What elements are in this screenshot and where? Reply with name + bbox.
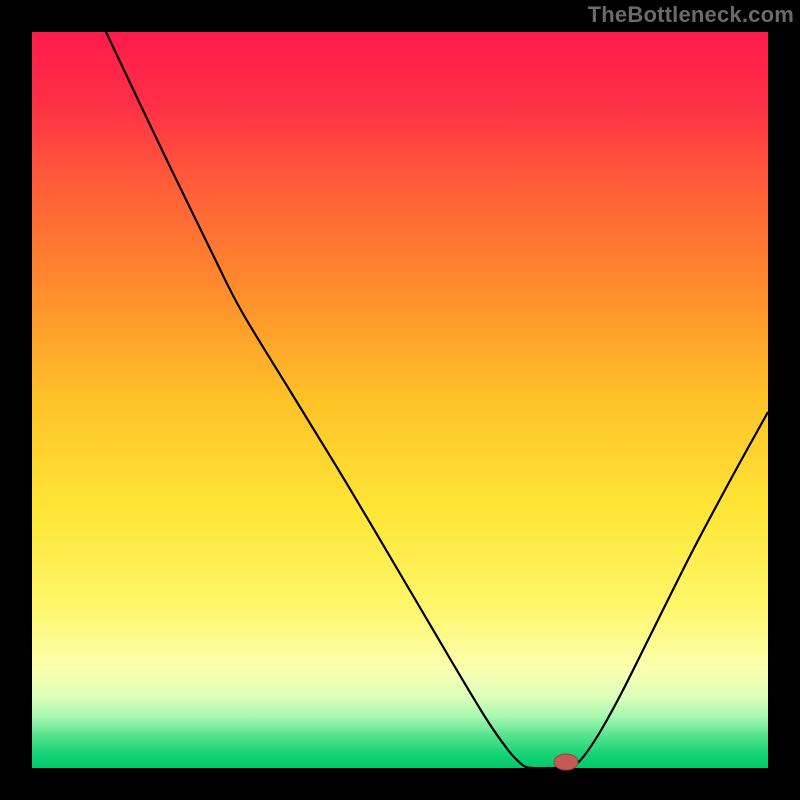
chart-frame: TheBottleneck.com [0,0,800,800]
optimal-point-marker [554,754,578,770]
plot-gradient-area [32,32,768,768]
watermark-text: TheBottleneck.com [588,2,794,28]
bottleneck-plot [0,0,800,800]
